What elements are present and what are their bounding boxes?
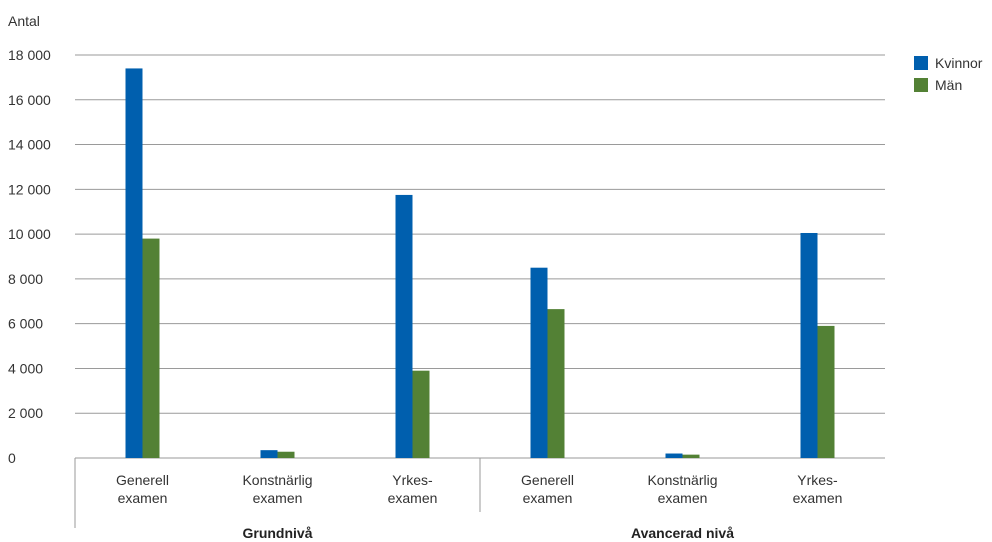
x-category-label: Generell — [116, 472, 169, 488]
x-category-label: Konstnärlig — [242, 472, 312, 488]
y-tick-label: 0 — [8, 450, 16, 466]
y-tick-label: 6 000 — [8, 316, 43, 332]
y-tick-label: 8 000 — [8, 271, 43, 287]
x-category-label: Generell — [521, 472, 574, 488]
y-axis-title: Antal — [8, 13, 40, 29]
bars — [125, 68, 835, 459]
x-category-label: examen — [523, 490, 573, 506]
x-axis — [74, 458, 481, 528]
x-category-label: Yrkes- — [392, 472, 433, 488]
legend-swatch — [914, 78, 928, 92]
y-tick-label: 14 000 — [8, 137, 51, 153]
category-labels: Generell examen Konstnärlig examen Yrkes-exa… — [116, 472, 842, 506]
y-axis-ticks: 0 2 000 4 000 6 000 8 000 10 000 12 000 14 000 1… — [8, 47, 51, 466]
x-category-label: Konstnärlig — [647, 472, 717, 488]
y-tick-label: 18 000 — [8, 47, 51, 63]
x-category-label: examen — [793, 490, 843, 506]
y-tick-label: 4 000 — [8, 360, 43, 376]
group-labels: Grundnivå Avancerad nivå — [242, 525, 734, 541]
y-tick-label: 12 000 — [8, 181, 51, 197]
x-category-label: examen — [388, 490, 438, 506]
x-category-label: Yrkes- — [797, 472, 838, 488]
x-category-label: examen — [658, 490, 708, 506]
bar-kvinnor — [800, 232, 818, 458]
bar-m-n — [142, 238, 160, 458]
gridlines — [75, 54, 885, 459]
bar-m-n — [277, 451, 295, 458]
legend-label: Män — [935, 77, 962, 93]
x-group-label: Avancerad nivå — [631, 525, 734, 541]
bar-m-n — [547, 309, 565, 458]
legend-label: Kvinnor — [935, 55, 983, 71]
bar-m-n — [682, 454, 700, 458]
x-category-label: examen — [118, 490, 168, 506]
x-category-label: examen — [253, 490, 303, 506]
bar-kvinnor — [665, 453, 683, 458]
x-group-label: Grundnivå — [242, 525, 312, 541]
bar-m-n — [412, 370, 430, 458]
legend-swatch — [914, 56, 928, 70]
bar-kvinnor — [125, 68, 143, 458]
y-tick-label: 2 000 — [8, 405, 43, 421]
bar-m-n — [817, 325, 835, 458]
y-tick-label: 10 000 — [8, 226, 51, 242]
legend: Kvinnor Män — [914, 55, 983, 93]
bar-kvinnor — [530, 267, 548, 458]
y-tick-label: 16 000 — [8, 92, 51, 108]
bar-kvinnor — [395, 194, 413, 459]
bar-kvinnor — [260, 450, 278, 458]
